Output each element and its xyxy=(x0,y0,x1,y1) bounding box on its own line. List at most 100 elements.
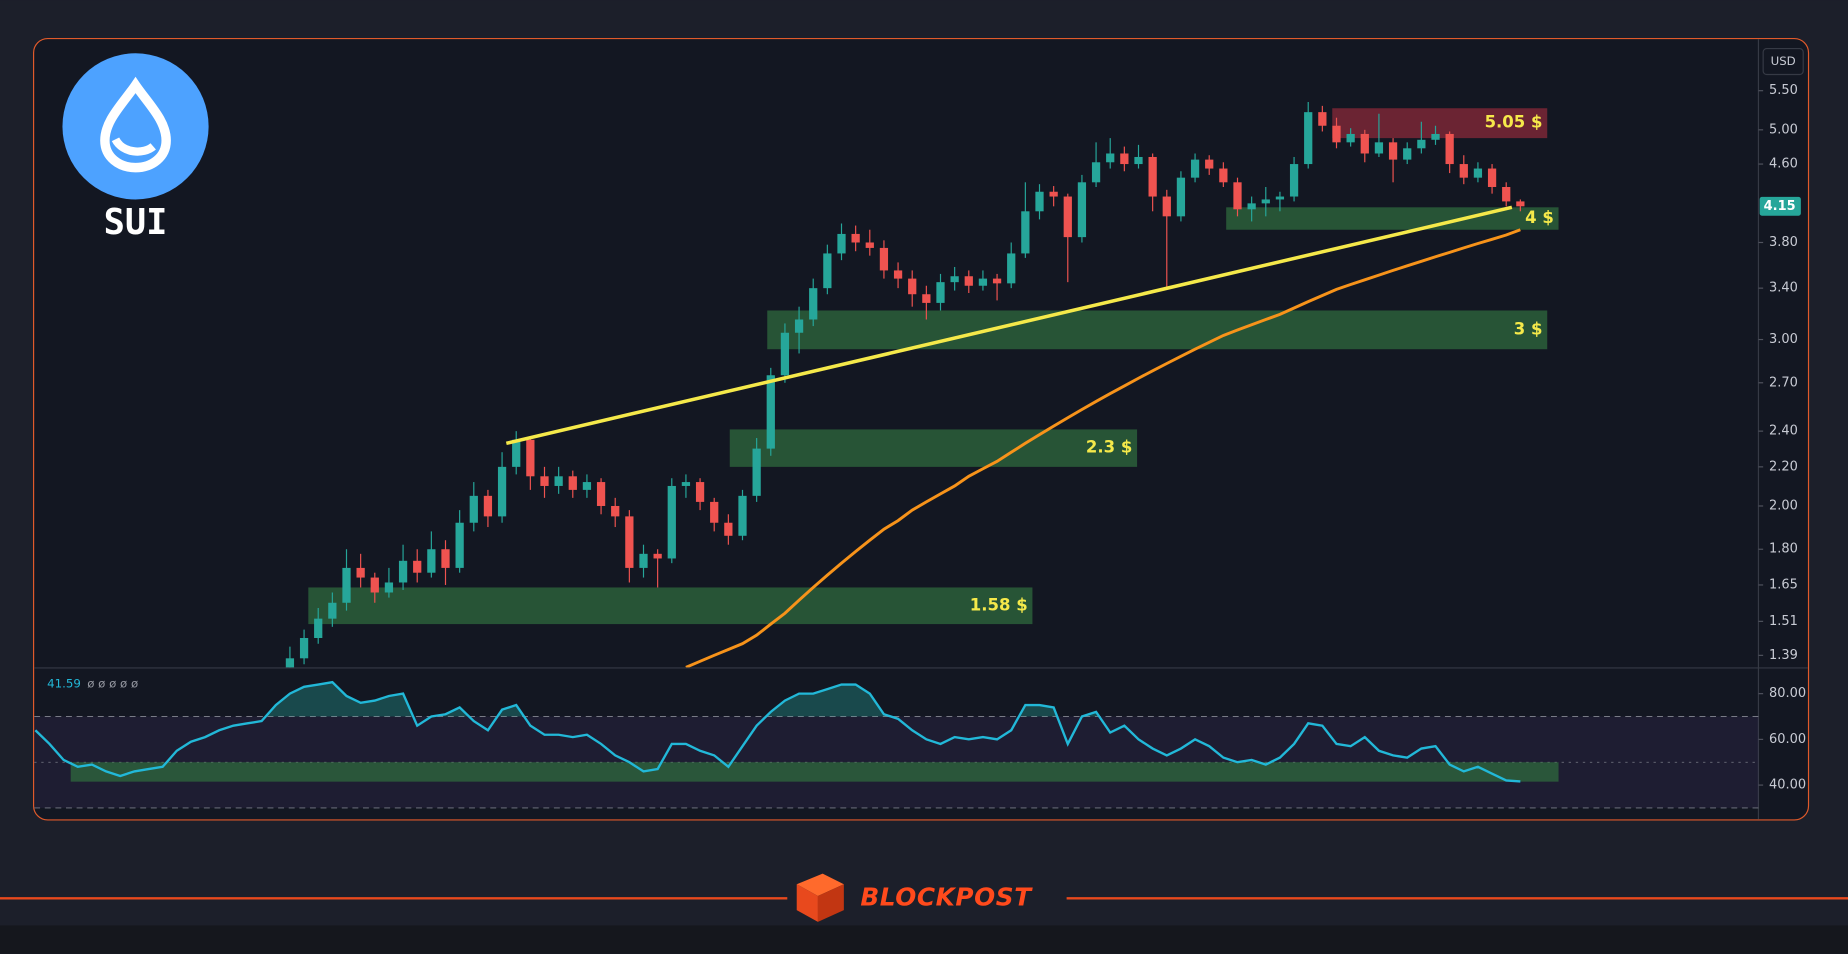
cube-top xyxy=(796,873,844,896)
candle-body xyxy=(1063,196,1072,238)
candle-body xyxy=(978,278,988,286)
moving-average xyxy=(685,228,1521,668)
candle-body xyxy=(1346,133,1355,143)
candle-body xyxy=(1162,196,1171,217)
candle-body xyxy=(568,476,577,490)
y-tick-label: 2.20 xyxy=(1769,459,1798,474)
candle-body xyxy=(752,448,761,496)
rsi-legend-marks: ø ø ø ø ø xyxy=(87,676,138,690)
candle-body xyxy=(1388,142,1398,160)
zone-label: 1.58 $ xyxy=(970,595,1028,614)
logo: SUI xyxy=(62,53,209,243)
candle-body xyxy=(1021,211,1030,254)
candle-body xyxy=(1332,125,1341,143)
candle-body xyxy=(342,567,351,603)
candle-body xyxy=(1417,139,1426,149)
candle-body xyxy=(837,233,846,254)
y-tick-label: 2.70 xyxy=(1769,375,1798,390)
candle-body xyxy=(809,288,818,320)
candle-body xyxy=(1091,162,1101,183)
candle-body xyxy=(596,482,606,506)
candle-body xyxy=(1106,153,1115,163)
y-tick-label: 3.00 xyxy=(1769,332,1798,347)
rsi-panel xyxy=(34,680,1759,809)
y-tick-label: 80.00 xyxy=(1769,686,1806,701)
currency-box xyxy=(1762,48,1804,76)
candle-body xyxy=(823,253,832,289)
candle-body xyxy=(1473,168,1483,178)
candle-body xyxy=(1148,156,1157,197)
candle-body xyxy=(483,495,493,517)
candle-body xyxy=(1431,133,1440,140)
candle-body xyxy=(865,242,874,248)
candle-body xyxy=(936,282,945,303)
price-panel: 5.05 $ 4 $ 3 $ 2.3 $ 1.58 $ xyxy=(285,102,1559,668)
candle-body xyxy=(710,501,719,523)
zone-label: 5.05 $ xyxy=(1485,113,1543,132)
zone xyxy=(729,429,1138,467)
candle-body xyxy=(1403,148,1412,160)
candle-body xyxy=(512,439,521,467)
candle-body xyxy=(299,638,309,659)
candle-body xyxy=(554,476,563,486)
zone xyxy=(1226,207,1559,230)
candle-body xyxy=(681,482,691,486)
y-tick-label: 5.50 xyxy=(1769,83,1798,98)
candle-body xyxy=(1049,191,1058,197)
candle-body xyxy=(1374,142,1384,154)
candle-body xyxy=(1516,201,1525,207)
zone xyxy=(767,310,1548,350)
candle-body xyxy=(908,278,917,295)
candle-body xyxy=(1190,159,1200,178)
candle-body xyxy=(1487,168,1497,187)
zone xyxy=(308,587,1033,625)
chart-frame xyxy=(33,37,1810,821)
candle-body xyxy=(794,319,804,333)
candle-body xyxy=(639,553,648,568)
last-price-label: 4.15 xyxy=(1764,199,1796,214)
trendline xyxy=(505,205,1513,446)
candle-body xyxy=(328,602,337,619)
candle-body xyxy=(653,553,662,559)
logo-wave xyxy=(111,137,156,156)
candle-body xyxy=(1007,253,1016,284)
logo-drop xyxy=(100,76,171,173)
axes: 5.50 5.00 4.60 3.80 3.40 3.00 2.70 2.40 2.20 2.00… xyxy=(47,83,1806,792)
candle-body xyxy=(1247,203,1256,210)
candle-body xyxy=(611,505,620,517)
candle-body xyxy=(879,247,889,271)
candle-body xyxy=(1205,159,1214,169)
candle-body xyxy=(695,482,705,502)
y-tick-label: 5.00 xyxy=(1769,122,1798,137)
y-tick-label: 60.00 xyxy=(1769,732,1806,747)
candle-body xyxy=(1120,153,1129,165)
rsi-value: 41.59 xyxy=(47,676,81,690)
candle-body xyxy=(1219,168,1228,183)
logo-name: SUI xyxy=(104,202,168,243)
y-tick-label: 3.80 xyxy=(1769,235,1798,250)
y-tick-label: 1.65 xyxy=(1769,577,1798,592)
candle-body xyxy=(370,577,379,593)
candle-body xyxy=(1275,196,1285,200)
y-tick-label: 1.51 xyxy=(1769,614,1798,629)
candle-body xyxy=(497,466,507,517)
zone-label: 2.3 $ xyxy=(1086,438,1132,457)
candle-body xyxy=(1077,182,1087,238)
candle-body xyxy=(285,658,295,668)
candle-body xyxy=(384,582,394,593)
candle-body xyxy=(1233,182,1242,210)
candle-body xyxy=(992,278,1002,284)
candle-body xyxy=(1459,164,1468,178)
cube-right xyxy=(817,884,844,922)
candle-body xyxy=(314,618,323,639)
candle-body xyxy=(526,439,535,477)
y-tick-label: 1.39 xyxy=(1769,648,1798,663)
y-tick-label: 4.60 xyxy=(1769,157,1798,172)
candle-body xyxy=(1502,186,1511,202)
y-tick-label: 2.40 xyxy=(1769,424,1798,439)
footer: BLOCKPOST xyxy=(0,873,1848,922)
overbought-fill xyxy=(35,682,1521,717)
rsi-line xyxy=(34,680,1521,783)
candle-body xyxy=(950,276,959,283)
